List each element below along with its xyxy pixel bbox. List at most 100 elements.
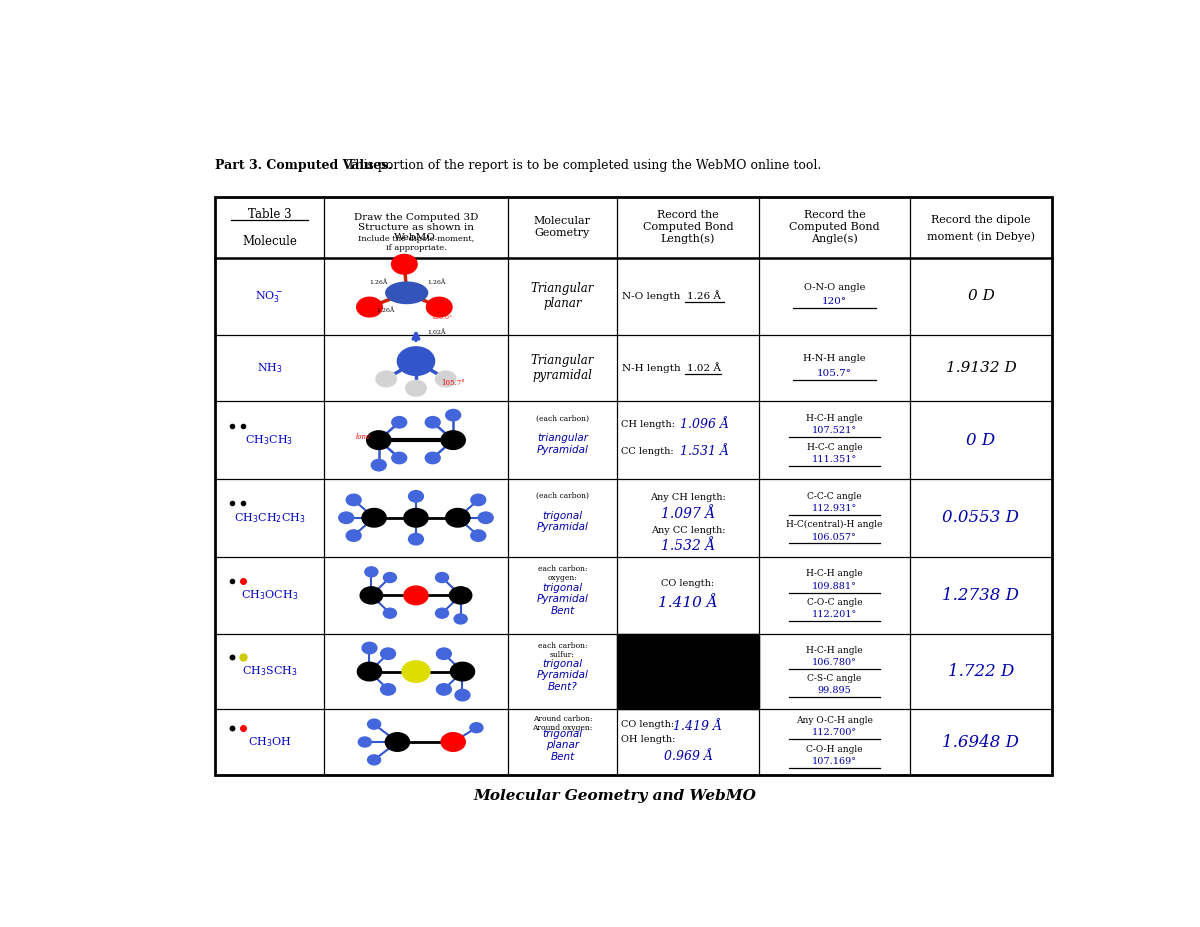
Text: trigonal
Pyramidal
Bent?: trigonal Pyramidal Bent?: [536, 659, 588, 692]
Circle shape: [406, 380, 426, 396]
Text: lone: lone: [355, 433, 371, 440]
Text: Record the dipole: Record the dipole: [931, 215, 1031, 224]
Text: Record the
Computed Bond
Length(s): Record the Computed Bond Length(s): [643, 210, 733, 244]
Text: Part 3. Computed Values.: Part 3. Computed Values.: [215, 159, 392, 171]
Text: 105.7°: 105.7°: [442, 378, 466, 387]
Text: 112.700°: 112.700°: [812, 729, 857, 737]
Circle shape: [365, 566, 378, 577]
Text: 1.02 Å: 1.02 Å: [686, 363, 721, 373]
Circle shape: [367, 719, 380, 730]
Text: 1.097 Å: 1.097 Å: [661, 507, 715, 521]
Text: Any CH length:: Any CH length:: [650, 493, 726, 502]
Text: Table 3: Table 3: [247, 208, 292, 221]
Text: NH$_3$: NH$_3$: [257, 362, 282, 375]
Text: 106.780°: 106.780°: [812, 658, 857, 667]
Text: 0 D: 0 D: [967, 289, 995, 303]
Text: C-C-C angle: C-C-C angle: [808, 492, 862, 501]
Text: CH$_3$CH$_2$CH$_3$: CH$_3$CH$_2$CH$_3$: [234, 511, 305, 525]
Text: Any O-C-H angle: Any O-C-H angle: [796, 716, 872, 725]
Text: 1.410 Å: 1.410 Å: [658, 595, 718, 610]
Text: Molecular
Geometry: Molecular Geometry: [534, 216, 590, 238]
Circle shape: [436, 573, 449, 582]
Circle shape: [380, 648, 396, 659]
Text: 1.722 D: 1.722 D: [948, 663, 1014, 680]
Text: 107.521°: 107.521°: [812, 426, 857, 436]
Text: Draw the Computed 3D
Structure as shown in
WebMO.: Draw the Computed 3D Structure as shown …: [354, 212, 478, 242]
Circle shape: [367, 755, 380, 765]
Text: (each carbon): (each carbon): [536, 492, 589, 500]
Text: moment (in Debye): moment (in Debye): [926, 231, 1034, 242]
Text: 109.881°: 109.881°: [812, 581, 857, 590]
Text: H-C(central)-H angle: H-C(central)-H angle: [786, 520, 883, 529]
Text: 111.351°: 111.351°: [812, 455, 857, 464]
Circle shape: [404, 509, 428, 527]
Circle shape: [384, 608, 396, 618]
Circle shape: [442, 431, 466, 450]
Text: 106.057°: 106.057°: [812, 532, 857, 541]
Circle shape: [479, 512, 493, 524]
Text: Include the dipole moment,: Include the dipole moment,: [358, 235, 474, 244]
Circle shape: [371, 460, 386, 471]
Text: C-O-C angle: C-O-C angle: [806, 598, 863, 607]
Text: 0.0553 D: 0.0553 D: [942, 509, 1020, 527]
Text: 1.26 Å: 1.26 Å: [686, 292, 721, 301]
Circle shape: [402, 661, 430, 682]
Text: 120.0°: 120.0°: [431, 315, 452, 321]
Circle shape: [425, 416, 440, 428]
Text: CO length:: CO length:: [661, 579, 714, 589]
Circle shape: [470, 530, 486, 541]
Circle shape: [404, 586, 428, 604]
Text: H-N-H angle: H-N-H angle: [803, 354, 865, 363]
Circle shape: [367, 431, 391, 450]
Text: Around carbon:
Around oxygen:: Around carbon: Around oxygen:: [533, 715, 593, 732]
Text: CH length:: CH length:: [620, 420, 678, 429]
Text: 1.532 Å: 1.532 Å: [661, 540, 715, 553]
Text: 1.6948 D: 1.6948 D: [942, 733, 1020, 751]
Circle shape: [470, 494, 486, 505]
Circle shape: [391, 452, 407, 464]
Circle shape: [385, 732, 409, 751]
Circle shape: [347, 494, 361, 505]
Circle shape: [360, 587, 383, 604]
Circle shape: [384, 573, 396, 582]
Circle shape: [380, 684, 396, 695]
Text: 112.201°: 112.201°: [812, 610, 857, 619]
Text: 112.931°: 112.931°: [812, 504, 857, 513]
Circle shape: [358, 662, 382, 680]
Text: Molecular Geometry and WebMO: Molecular Geometry and WebMO: [474, 790, 756, 804]
Circle shape: [436, 608, 449, 618]
Text: CH$_3$OH: CH$_3$OH: [247, 735, 292, 749]
Text: 1.096 Å: 1.096 Å: [680, 418, 730, 431]
Circle shape: [408, 490, 424, 502]
Text: Record the
Computed Bond
Angle(s): Record the Computed Bond Angle(s): [790, 210, 880, 244]
Text: 1.26Å: 1.26Å: [377, 308, 395, 313]
Text: Any CC length:: Any CC length:: [650, 527, 725, 535]
Bar: [617, 634, 760, 709]
Text: H-C-H angle: H-C-H angle: [806, 569, 863, 578]
Circle shape: [437, 684, 451, 695]
Circle shape: [347, 530, 361, 541]
Text: Triangular
planar: Triangular planar: [530, 283, 594, 311]
Text: O-N-O angle: O-N-O angle: [804, 283, 865, 292]
Circle shape: [454, 614, 467, 624]
Text: CH$_3$OCH$_3$: CH$_3$OCH$_3$: [241, 589, 298, 603]
Text: trigonal
Pyramidal: trigonal Pyramidal: [536, 511, 588, 532]
Text: CO length:: CO length:: [620, 719, 677, 729]
Circle shape: [391, 254, 418, 274]
Circle shape: [442, 732, 466, 751]
Text: 1.02Å: 1.02Å: [427, 330, 445, 336]
Text: each carbon:
sulfur:: each carbon: sulfur:: [538, 642, 587, 659]
Text: 1.26Å: 1.26Å: [370, 279, 388, 285]
Circle shape: [445, 410, 461, 421]
Text: if appropriate.: if appropriate.: [385, 244, 446, 252]
Text: N-O length: N-O length: [622, 292, 683, 301]
Text: trigonal
planar
Bent: trigonal planar Bent: [542, 729, 582, 762]
Text: This portion of the report is to be completed using the WebMO online tool.: This portion of the report is to be comp…: [343, 159, 822, 171]
Circle shape: [362, 642, 377, 654]
Text: 105.7°: 105.7°: [817, 369, 852, 377]
Text: OH length:: OH length:: [620, 735, 674, 744]
Text: C-S-C angle: C-S-C angle: [808, 674, 862, 683]
Text: 0.969 Å: 0.969 Å: [664, 750, 713, 763]
Circle shape: [445, 509, 470, 527]
Circle shape: [356, 298, 383, 317]
